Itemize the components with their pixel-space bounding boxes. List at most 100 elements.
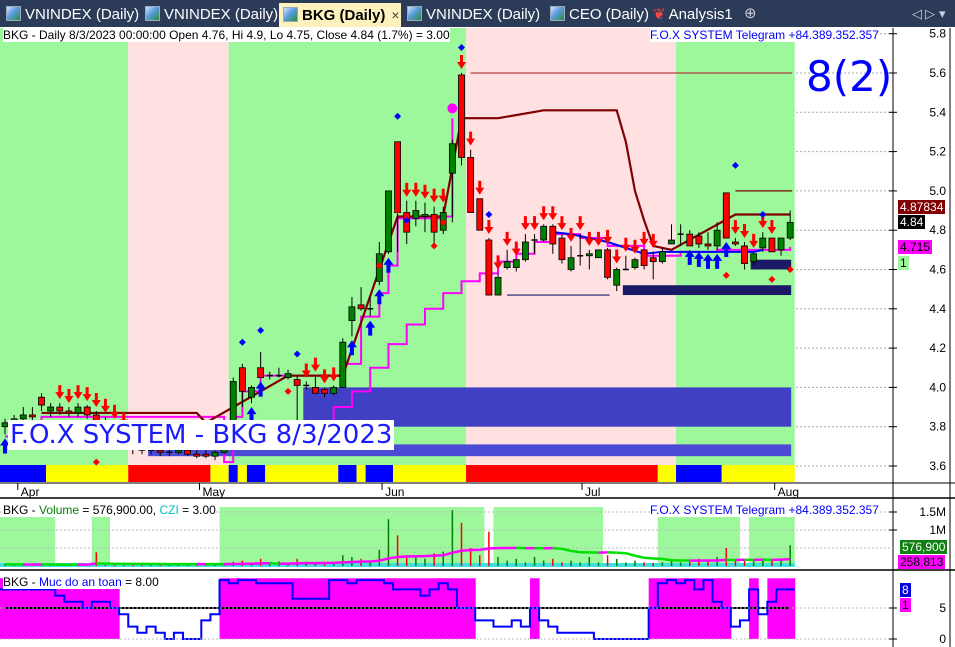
blue-dot-marker (731, 161, 739, 169)
tab-menu-icon[interactable]: ▾ (939, 6, 946, 21)
candle (722, 192, 730, 239)
candle (585, 249, 593, 270)
candle (266, 371, 273, 380)
safety-header-prefix: BKG - (3, 575, 40, 589)
chart-icon (407, 6, 422, 21)
price-tick-label: 4.6 (929, 263, 946, 277)
sell-arrow-icon (301, 363, 311, 378)
candle-body (156, 449, 164, 453)
candle (695, 232, 703, 248)
trend-strip-segment (128, 465, 211, 482)
candle (531, 234, 538, 254)
volume-ma-segment (570, 549, 581, 554)
candle-body (28, 414, 36, 418)
tab-vnindex-2[interactable]: VNINDEX (Daily) (141, 3, 278, 27)
candle (339, 338, 347, 388)
candle-body (47, 406, 55, 412)
candle (430, 206, 438, 246)
tab-vnindex-3[interactable]: VNINDEX (Daily) (403, 3, 544, 27)
sell-arrow-icon (55, 385, 65, 400)
candle-body (56, 406, 64, 412)
candle-body (467, 157, 475, 213)
candle (577, 234, 584, 266)
blue-dot-marker (403, 216, 411, 224)
add-tab-button[interactable]: ⊕ (744, 5, 757, 22)
candle-body (604, 249, 611, 278)
sell-arrow-icon (438, 188, 448, 203)
trend-strip-segment (237, 465, 247, 482)
sell-arrow-icon (730, 220, 740, 235)
candle (248, 385, 255, 404)
price-tick-label: 4.0 (929, 380, 946, 394)
volume-ma-segment (461, 548, 471, 553)
trend-strip-segment (0, 465, 47, 482)
scroll-tabs-right-icon[interactable]: ▷ (925, 6, 935, 21)
candle (193, 450, 201, 459)
candle-body (65, 410, 73, 414)
candle (741, 241, 748, 270)
buy-arrow-icon (703, 253, 714, 269)
date-label: May (202, 485, 225, 499)
buy-arrow-icon (255, 381, 266, 397)
close-price-label: 4.84 (898, 215, 926, 229)
candle (512, 259, 520, 272)
buy-arrow-icon (693, 251, 704, 267)
candle-body (175, 449, 182, 453)
volume-ma-label: 258,813 (898, 555, 946, 569)
red-dot-marker (375, 262, 383, 270)
safety-line (0, 579, 795, 640)
volume-band (0, 517, 56, 566)
candle (65, 407, 73, 417)
tab-vnindex-1[interactable]: VNINDEX (Daily) (2, 3, 140, 27)
candle (485, 238, 493, 296)
candle (640, 249, 648, 270)
candle (211, 450, 219, 461)
candle-body (312, 386, 319, 394)
candle (649, 251, 657, 280)
sell-arrow-icon (548, 206, 558, 221)
volume-ma-segment (442, 551, 453, 557)
sell-arrow-icon (539, 206, 549, 221)
volume-ma-segment (625, 552, 636, 557)
tab-bkg[interactable]: BKG (Daily) × (279, 3, 401, 27)
volume-header-name: Volume (39, 503, 80, 517)
sell-arrow-icon (429, 188, 439, 203)
candle (540, 224, 548, 242)
volume-value-label: 576,900 (900, 540, 948, 554)
candle-body (38, 396, 45, 406)
volume-telegram: F.O.X SYSTEM Telegram +84.389.352.357 (650, 503, 879, 517)
candle (704, 232, 712, 250)
candle-body (686, 233, 694, 247)
scroll-tabs-left-icon[interactable]: ◁ (912, 6, 922, 21)
candle (713, 222, 721, 250)
chart-icon (283, 7, 298, 22)
candle-body (19, 414, 27, 420)
candle (522, 234, 529, 262)
candle-body (649, 257, 657, 263)
tab-analysis1[interactable]: ❦ Analysis1 (650, 3, 740, 27)
price-tick-label: 5.8 (929, 27, 946, 41)
candle (448, 139, 456, 223)
tab-ceo[interactable]: CEO (Daily) (546, 3, 649, 27)
sell-arrow-icon (402, 182, 412, 197)
candle-body (430, 214, 438, 233)
tab-label: VNINDEX (Daily) (426, 6, 541, 23)
candle (567, 245, 575, 272)
safety-value-label: 8 (900, 583, 911, 597)
sell-arrow-icon (511, 241, 521, 256)
signal-dot-marker (447, 103, 458, 114)
sell-arrow-icon (411, 182, 421, 197)
candle (83, 405, 91, 419)
volume-ma-segment (379, 557, 389, 562)
tab-label: VNINDEX (Daily) (164, 6, 279, 23)
candle (658, 247, 666, 264)
buy-arrow-icon (346, 340, 357, 356)
close-tab-icon[interactable]: × (391, 7, 400, 23)
tab-label: VNINDEX (Daily) (25, 6, 140, 23)
sell-arrow-icon (82, 387, 92, 402)
safety-highlight (785, 578, 796, 639)
sell-arrow-icon (484, 220, 494, 235)
buy-arrow-icon (383, 257, 394, 273)
volume-ma-segment (561, 547, 572, 553)
